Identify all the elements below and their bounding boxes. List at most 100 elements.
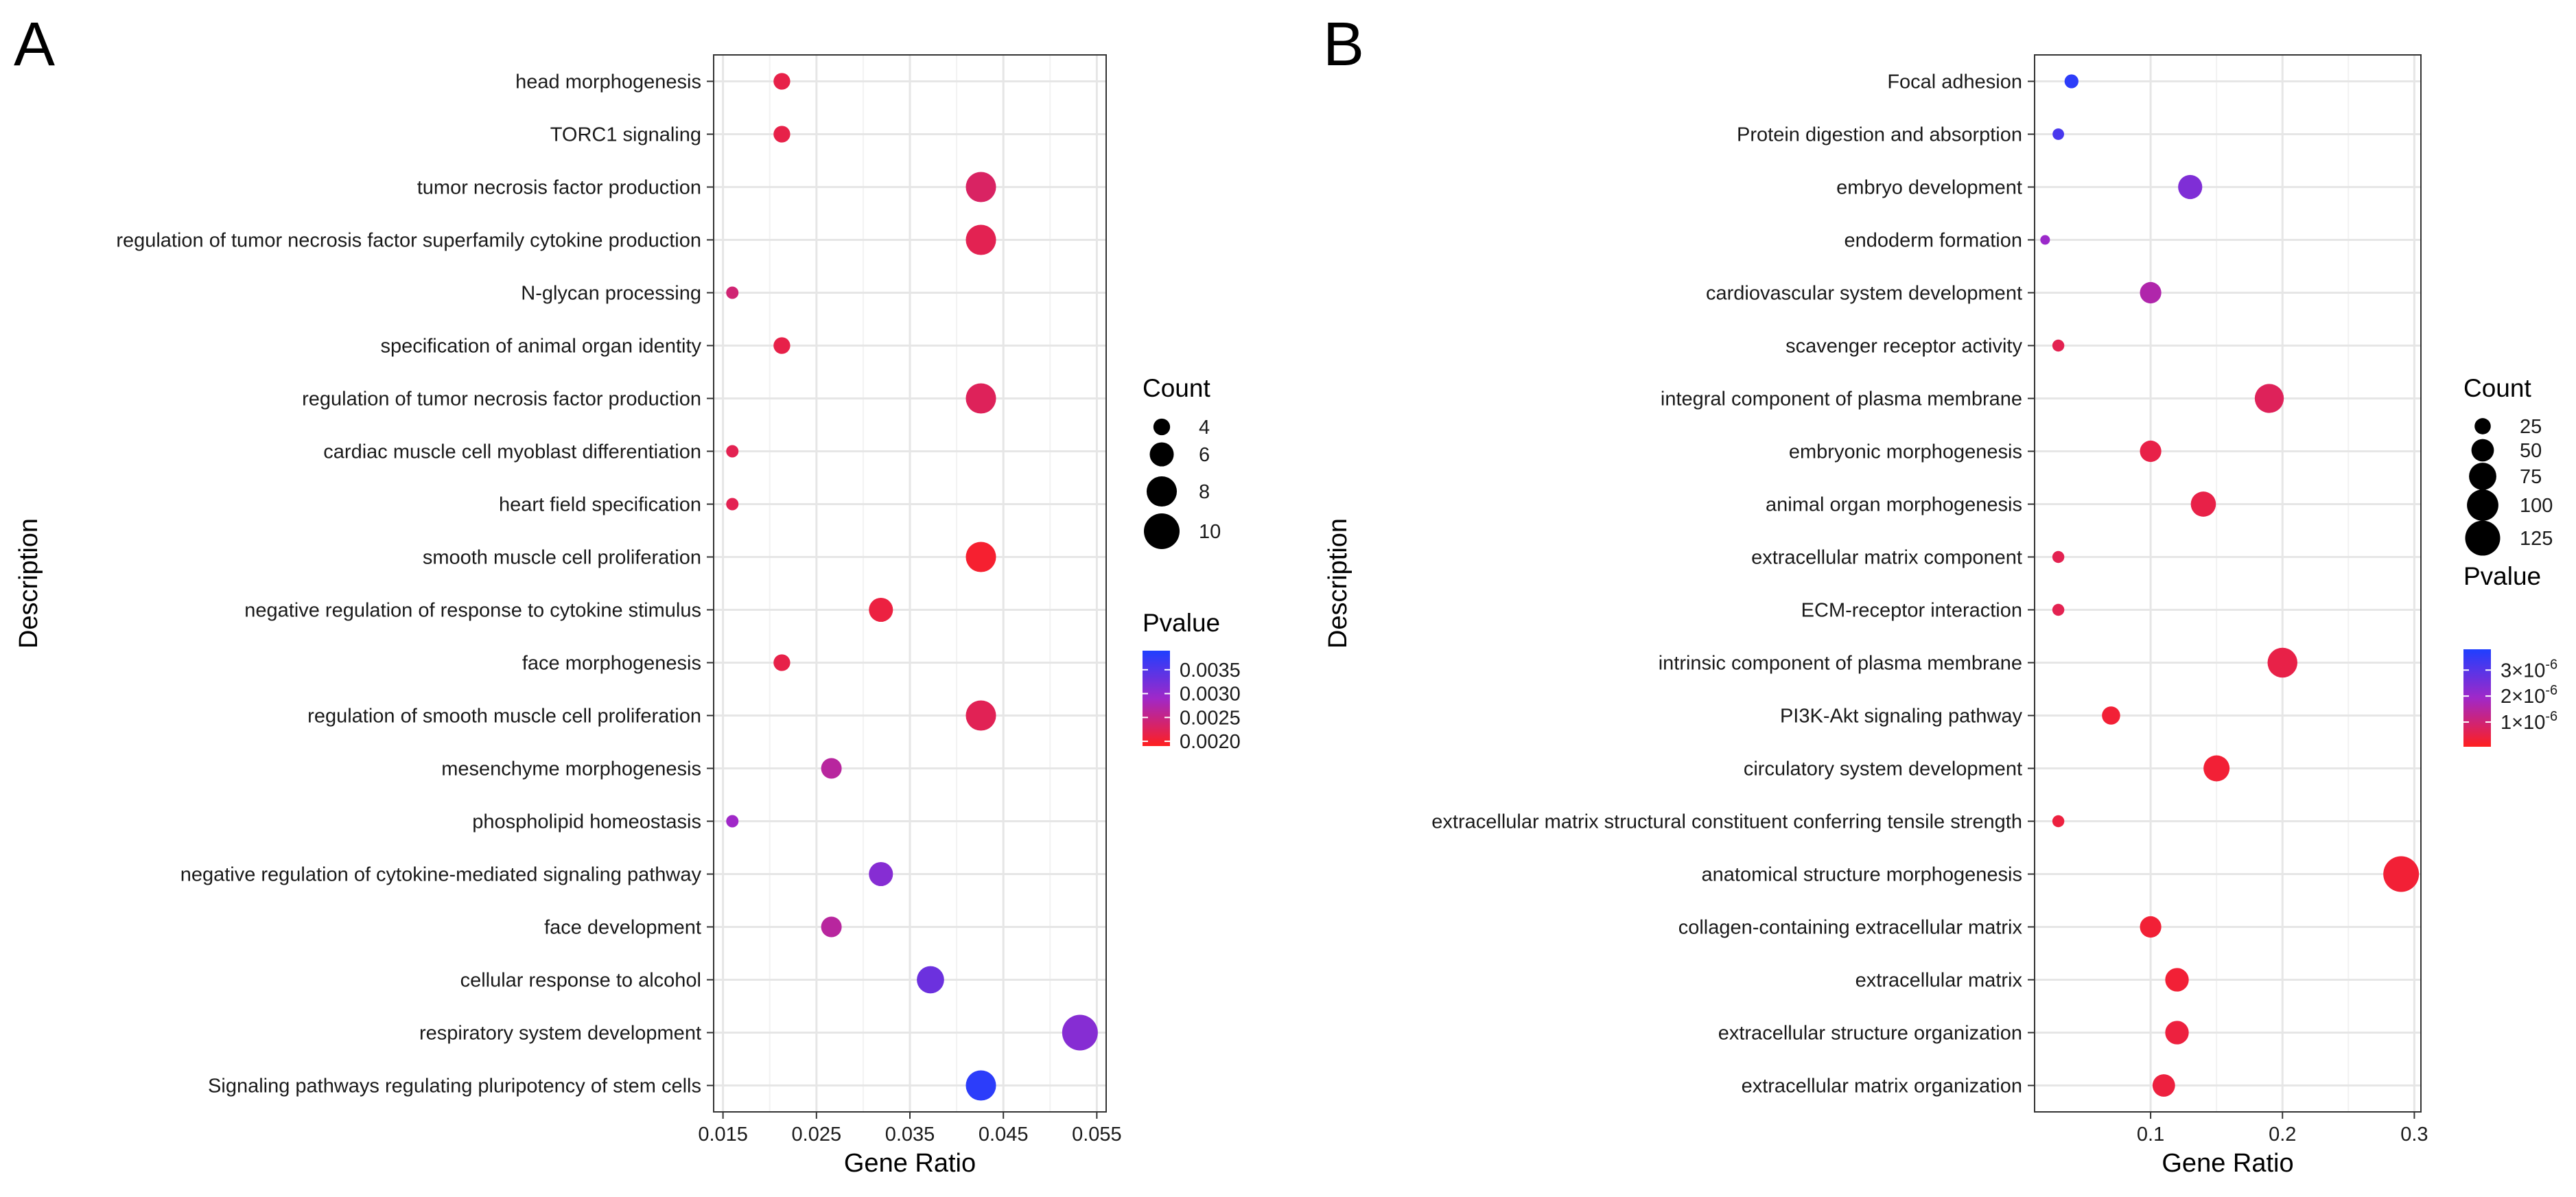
panel-a-category-label: cellular response to alcohol (460, 970, 701, 992)
panel-b-data-point (2203, 755, 2230, 782)
panel-a-yaxis-title: Description (14, 518, 43, 649)
panel-b-category-label: circulatory system development (1744, 758, 2022, 780)
panel-b-letter: B (1323, 10, 1364, 79)
panel-b-category-label: collagen-containing extracellular matrix (1678, 917, 2023, 939)
panel-b-category-label: extracellular matrix structural constitu… (1431, 811, 2022, 833)
panel-a-count-legend-label: 4 (1199, 417, 1210, 439)
panel-a-count-legend-label: 8 (1199, 481, 1210, 503)
panel-a-category-label: TORC1 signaling (550, 124, 701, 146)
panel-b-count-legend-symbol (2465, 520, 2501, 556)
panel-a-colorbar-label: 0.0025 (1180, 707, 1241, 729)
panel-b-data-point (2052, 815, 2065, 828)
panel-b-data-point (2178, 174, 2203, 200)
panel-b-count-legend-symbol (2471, 439, 2494, 462)
panel-b-xaxis-title: Gene Ratio (2162, 1149, 2293, 1178)
panel-a-data-point (917, 966, 944, 994)
panel-b-category-label: animal organ morphogenesis (1766, 494, 2022, 516)
panel-a-count-legend-symbol (1146, 476, 1178, 507)
panel-b-colorbar-label: 1×10-6 (2501, 709, 2557, 734)
panel-a-count-legend-title: Count (1143, 374, 1210, 402)
panel-a-category-label: cardiac muscle cell myoblast differentia… (323, 441, 701, 463)
panel-a-data-point (1062, 1014, 1098, 1051)
panel-b-category-label: Focal adhesion (1887, 71, 2022, 93)
panel-a-colorbar-label: 0.0030 (1180, 684, 1241, 706)
panel-b-data-point (2254, 384, 2284, 413)
panel-a-category-label: phospholipid homeostasis (472, 811, 701, 833)
panel-a-category-label: regulation of smooth muscle cell prolife… (307, 706, 701, 728)
panel-a-count-legend-label: 10 (1199, 521, 1221, 543)
panel-a-count-legend-symbol (1149, 442, 1174, 467)
panel-b-data-point (2165, 968, 2189, 992)
panel-a-data-point (965, 700, 996, 731)
panel-a-letter: A (14, 10, 55, 79)
panel-b-xtick-label: 0.2 (2269, 1124, 2296, 1146)
panel-a-data-point (869, 861, 893, 887)
panel-a-pvalue-colorbar (1143, 651, 1170, 746)
panel-a-category-label: negative regulation of response to cytok… (244, 600, 701, 622)
panel-a-data-point (965, 224, 996, 255)
panel-b-pvalue-colorbar (2463, 649, 2491, 747)
panel-a-data-point (726, 286, 739, 299)
panel-b-yaxis-title: Description (1324, 518, 1353, 649)
panel-b-xtick-label: 0.3 (2400, 1124, 2428, 1146)
panel-a-data-point (773, 73, 791, 90)
panel-a-data-point (821, 758, 842, 779)
panel-b-data-point (2052, 128, 2064, 140)
panel-b-data-point (2165, 1021, 2189, 1045)
panel-b-data-point (2052, 603, 2065, 616)
panel-b-count-legend-label: 50 (2520, 440, 2542, 462)
panel-b-category-label: Protein digestion and absorption (1737, 124, 2022, 146)
panel-a-data-point (726, 498, 739, 511)
panel-a-category-label: specification of animal organ identity (381, 336, 702, 358)
panel-b-colorbar-label: 3×10-6 (2501, 657, 2557, 682)
panel-b-data-point (2190, 491, 2216, 517)
panel-b-category-label: extracellular structure organization (1718, 1023, 2022, 1045)
panel-b-data-point (2267, 647, 2297, 678)
panel-a-category-label: negative regulation of cytokine-mediated… (180, 864, 702, 886)
panel-a-pvalue-legend-title: Pvalue (1143, 609, 1220, 637)
panel-a-data-point (821, 916, 842, 938)
panel-b-category-label: anatomical structure morphogenesis (1702, 864, 2022, 886)
panel-a-category-label: tumor necrosis factor production (417, 177, 701, 199)
panel-b-data-point (2152, 1074, 2175, 1097)
panel-b-colorbar-label: 2×10-6 (2501, 683, 2557, 708)
panel-a-category-label: Signaling pathways regulating pluripoten… (208, 1076, 701, 1097)
panel-b-xtick-label: 0.1 (2137, 1124, 2164, 1146)
panel-a-colorbar-label: 0.0020 (1180, 731, 1241, 753)
panel-b-data-point (2140, 440, 2162, 463)
panel-a-data-point (726, 815, 739, 828)
panel-a-category-label: face morphogenesis (522, 653, 701, 675)
panel-b-category-label: extracellular matrix component (1751, 547, 2022, 569)
panel-a-data-point (965, 172, 996, 202)
panel-b-category-label: extracellular matrix organization (1742, 1076, 2022, 1097)
panel-a-colorbar-label: 0.0035 (1180, 660, 1241, 682)
panel-b-category-label: intrinsic component of plasma membrane (1659, 653, 2022, 675)
panel-a-category-label: head morphogenesis (515, 71, 701, 93)
panel-b-data-point (2383, 856, 2420, 892)
panel-a-xtick-label: 0.015 (698, 1124, 748, 1146)
panel-b-data-point (2140, 281, 2162, 304)
panel-b-category-label: cardiovascular system development (1706, 283, 2022, 305)
panel-b: B Focal adhesion Protein digestion and abs… (1323, 10, 2557, 1178)
panel-b-count-legend-symbol (2467, 489, 2498, 521)
panel-b-count-legend-title: Count (2463, 374, 2531, 402)
panel-a-xtick-label: 0.025 (792, 1124, 842, 1146)
panel-a-count-legend-symbol (1144, 513, 1180, 549)
panel-a-xtick-label: 0.035 (885, 1124, 935, 1146)
panel-b-data-point (2140, 916, 2162, 938)
panel-b-plot-border (2034, 54, 2422, 1113)
panel-b-data-point (2102, 706, 2120, 725)
panel-b-data-point (2052, 339, 2065, 352)
panel-a-data-point (869, 597, 893, 623)
panel-a-data-point (965, 1070, 996, 1101)
panel-a-xtick-label: 0.045 (979, 1124, 1029, 1146)
panel-b-count-legend-label: 100 (2520, 495, 2553, 517)
panel-b-category-label: embryo development (1836, 177, 2022, 199)
panel-b-data-point (2040, 235, 2050, 245)
panel-a-data-point (965, 383, 996, 414)
panel-b-category-label: embryonic morphogenesis (1789, 441, 2022, 463)
panel-b-count-legend-symbol (2474, 418, 2491, 434)
panel-a-category-label: respiratory system development (419, 1023, 701, 1045)
